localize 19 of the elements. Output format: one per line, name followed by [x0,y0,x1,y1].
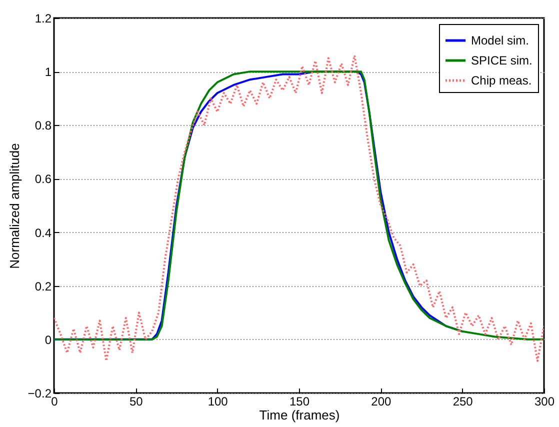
legend-label: Model sim. [471,34,530,48]
x-tick-label: 300 [534,394,555,408]
y-tick-label: 0 [44,332,52,347]
y-tick-label: 0.6 [34,172,52,186]
y-tick-label: 1 [44,65,52,80]
y-tick-label: −0.2 [28,386,52,400]
legend-label: SPICE sim. [471,54,532,68]
y-tick-label: 1.2 [34,12,52,26]
y-axis-title: Normalized amplitude [6,143,22,269]
x-tick-label: 200 [371,394,392,408]
y-tick-label: 0.2 [34,279,52,294]
x-tick-label: 250 [452,394,474,408]
x-axis-title: Time (frames) [259,408,340,422]
x-tick-label: 100 [208,394,228,408]
x-tick-label: 150 [289,394,310,408]
y-tick-label: 0.8 [34,118,52,133]
x-tick-label: 50 [129,394,144,408]
y-tick-label: 0.4 [34,226,52,240]
legend-label: Chip meas. [471,74,532,88]
